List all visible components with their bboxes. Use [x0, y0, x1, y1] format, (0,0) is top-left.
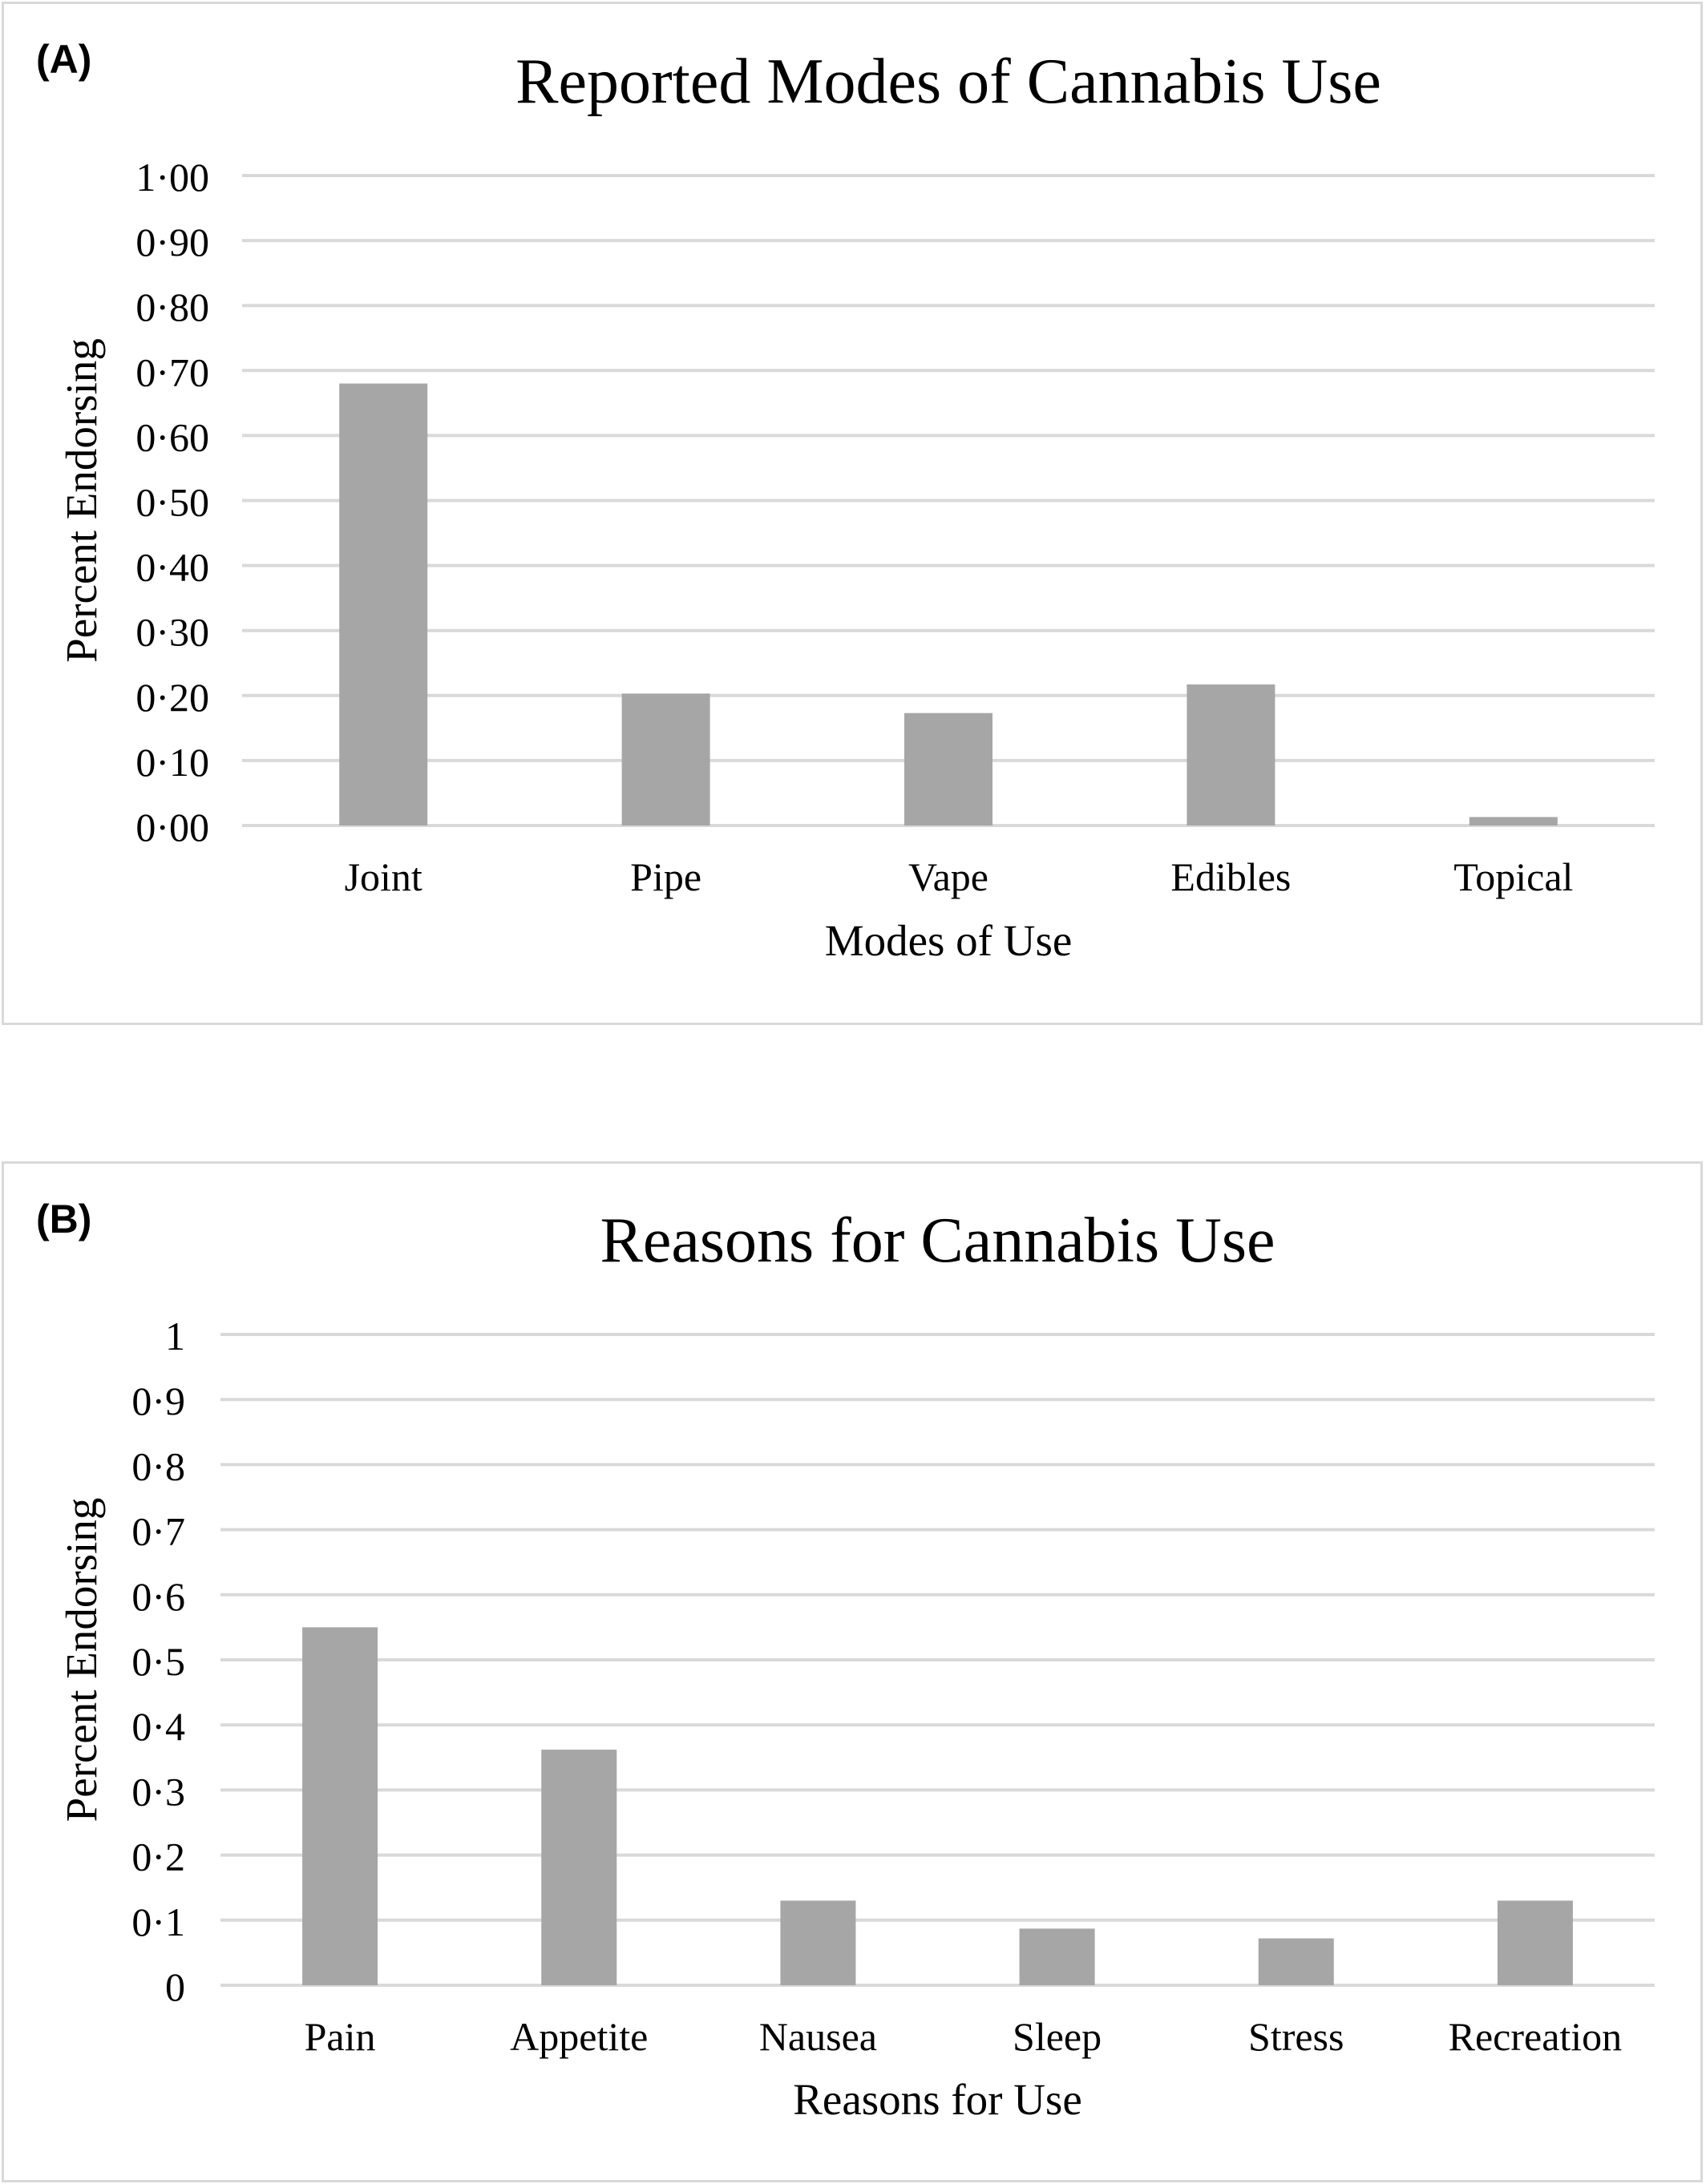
- x-tick-labels-b: Pain Appetite Nausea Sleep Stress Recreation: [305, 2014, 1623, 2059]
- y-tick-label: 1: [165, 1314, 185, 1358]
- y-tick-label: 0·1: [131, 1899, 185, 1944]
- y-tick-label: 0·4: [131, 1704, 185, 1749]
- bar-recreation: [1497, 1900, 1573, 1985]
- y-tick-label: 0·70: [135, 349, 209, 394]
- panel-label-b: (B): [36, 1197, 92, 1241]
- chart-title-a: Reported Modes of Cannabis Use: [515, 46, 1381, 117]
- y-tick-label: 0·10: [135, 740, 209, 785]
- grid-lines-b: [220, 1333, 1655, 1987]
- x-axis-label-a: Modes of Use: [825, 916, 1073, 965]
- y-tick-label: 0·8: [131, 1443, 185, 1488]
- bar-pain: [302, 1627, 378, 1985]
- bar-nausea: [780, 1900, 856, 1985]
- bar-appetite: [541, 1750, 617, 1985]
- chart-panel-b: (B) Reasons for Cannabis Use Reasons for…: [2, 1161, 1703, 2182]
- x-tick-labels-a: Joint Pipe Vape Edibles Topical: [345, 854, 1574, 899]
- chart-title-b: Reasons for Cannabis Use: [600, 1205, 1275, 1276]
- bar-pipe: [621, 693, 710, 826]
- y-tick-labels-b: 0 0·1 0·2 0·3 0·4 0·5 0·6 0·7 0·8 0·9 1: [131, 1314, 185, 2009]
- bars-b: [302, 1627, 1573, 1985]
- x-tick-label: Topical: [1453, 854, 1573, 899]
- chart-b-svg: Reasons for Cannabis Use Reasons for Use…: [57, 1205, 1655, 2124]
- bar-vape: [904, 713, 992, 826]
- y-tick-labels-a: 0·00 0·10 0·20 0·30 0·40 0·50 0·60 0·70 0·80 0·90…: [135, 155, 209, 850]
- x-tick-label: Vape: [908, 854, 988, 899]
- y-tick-label: 0·30: [135, 610, 209, 655]
- y-tick-label: 0·6: [131, 1574, 185, 1619]
- x-axis-label-b: Reasons for Use: [793, 2075, 1081, 2124]
- bar-stress: [1258, 1938, 1334, 1985]
- x-tick-label: Pipe: [630, 854, 701, 899]
- bar-sleep: [1019, 1928, 1095, 1985]
- y-tick-label: 0·9: [131, 1379, 185, 1423]
- chart-panel-a: (A) Reported Modes of Cannabis Use Modes…: [2, 2, 1703, 1025]
- y-tick-label: 1·00: [135, 155, 209, 200]
- y-tick-label: 0·40: [135, 545, 209, 590]
- x-tick-label: Appetite: [510, 2014, 648, 2059]
- y-tick-label: 0·5: [131, 1639, 185, 1684]
- panel-label-a: (A): [36, 37, 92, 82]
- y-tick-label: 0·60: [135, 414, 209, 459]
- y-tick-label: 0·3: [131, 1769, 185, 1814]
- bar-edibles: [1187, 684, 1275, 826]
- bar-joint: [339, 383, 428, 826]
- y-tick-label: 0·20: [135, 675, 209, 720]
- bar-topical: [1469, 817, 1558, 826]
- x-tick-label: Sleep: [1013, 2014, 1102, 2059]
- y-axis-label-a: Percent Endorsing: [57, 338, 106, 663]
- x-tick-label: Edibles: [1170, 854, 1291, 899]
- bars-a: [339, 383, 1558, 826]
- y-tick-label: 0·50: [135, 480, 209, 525]
- y-tick-label: 0·80: [135, 285, 209, 329]
- x-tick-label: Recreation: [1449, 2014, 1623, 2059]
- y-tick-label: 0·2: [131, 1835, 185, 1879]
- y-axis-label-b: Percent Endorsing: [57, 1498, 106, 1823]
- y-tick-label: 0·00: [135, 805, 209, 850]
- y-tick-label: 0·90: [135, 220, 209, 264]
- y-tick-label: 0·7: [131, 1509, 185, 1554]
- x-tick-label: Joint: [345, 854, 422, 899]
- x-tick-label: Stress: [1248, 2014, 1344, 2059]
- chart-a-svg: Reported Modes of Cannabis Use Modes of …: [57, 46, 1655, 965]
- x-tick-label: Pain: [305, 2014, 376, 2059]
- y-tick-label: 0: [165, 1964, 185, 2009]
- x-tick-label: Nausea: [759, 2014, 877, 2059]
